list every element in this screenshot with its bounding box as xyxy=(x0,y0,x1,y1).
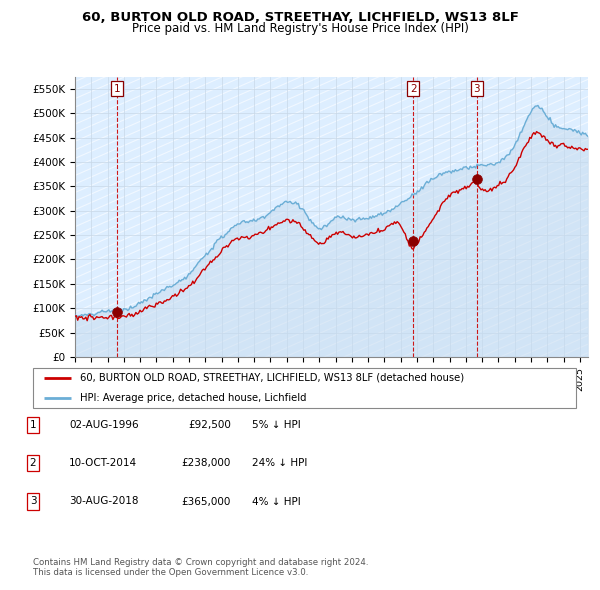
Text: HPI: Average price, detached house, Lichfield: HPI: Average price, detached house, Lich… xyxy=(80,393,306,403)
Text: Price paid vs. HM Land Registry's House Price Index (HPI): Price paid vs. HM Land Registry's House … xyxy=(131,22,469,35)
Text: 02-AUG-1996: 02-AUG-1996 xyxy=(69,420,139,430)
FancyBboxPatch shape xyxy=(33,368,577,408)
Text: 30-AUG-2018: 30-AUG-2018 xyxy=(69,497,139,506)
Text: 24% ↓ HPI: 24% ↓ HPI xyxy=(252,458,307,468)
Text: £92,500: £92,500 xyxy=(188,420,231,430)
Text: 2: 2 xyxy=(410,84,416,94)
Text: 1: 1 xyxy=(29,420,37,430)
Text: £238,000: £238,000 xyxy=(182,458,231,468)
Text: 5% ↓ HPI: 5% ↓ HPI xyxy=(252,420,301,430)
Text: 2: 2 xyxy=(29,458,37,468)
Text: 3: 3 xyxy=(29,497,37,506)
Text: 4% ↓ HPI: 4% ↓ HPI xyxy=(252,497,301,506)
Text: 1: 1 xyxy=(114,84,121,94)
Text: £365,000: £365,000 xyxy=(182,497,231,506)
Text: Contains HM Land Registry data © Crown copyright and database right 2024.
This d: Contains HM Land Registry data © Crown c… xyxy=(33,558,368,577)
Text: 3: 3 xyxy=(473,84,480,94)
Text: 60, BURTON OLD ROAD, STREETHAY, LICHFIELD, WS13 8LF (detached house): 60, BURTON OLD ROAD, STREETHAY, LICHFIEL… xyxy=(80,373,464,383)
Text: 60, BURTON OLD ROAD, STREETHAY, LICHFIELD, WS13 8LF: 60, BURTON OLD ROAD, STREETHAY, LICHFIEL… xyxy=(82,11,518,24)
Text: 10-OCT-2014: 10-OCT-2014 xyxy=(69,458,137,468)
